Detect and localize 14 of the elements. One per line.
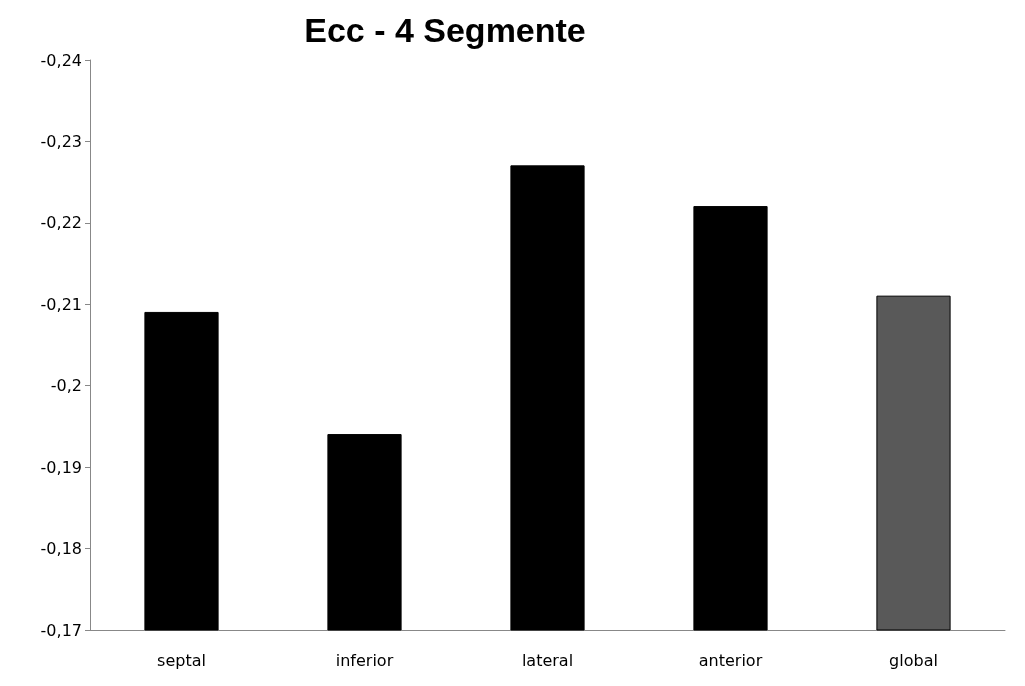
y-tick-label: -0,24 [40, 50, 82, 70]
y-tick-label: -0,19 [40, 457, 82, 477]
x-tick-label: global [889, 650, 938, 670]
y-tick-label: -0,2 [50, 376, 82, 396]
y-tick-label: -0,23 [40, 131, 82, 151]
x-tick-label: lateral [521, 650, 574, 670]
chart-title: Ecc - 4 Segmente [304, 11, 586, 49]
x-tick-label: septal [157, 650, 206, 670]
y-tick-label: -0,18 [40, 539, 82, 559]
y-tick-label: -0,17 [40, 620, 82, 640]
x-tick-label: anterior [698, 650, 763, 670]
y-tick-label: -0,21 [40, 294, 82, 314]
y-tick-label: -0,22 [40, 213, 82, 233]
x-tick-label: inferior [335, 650, 394, 670]
